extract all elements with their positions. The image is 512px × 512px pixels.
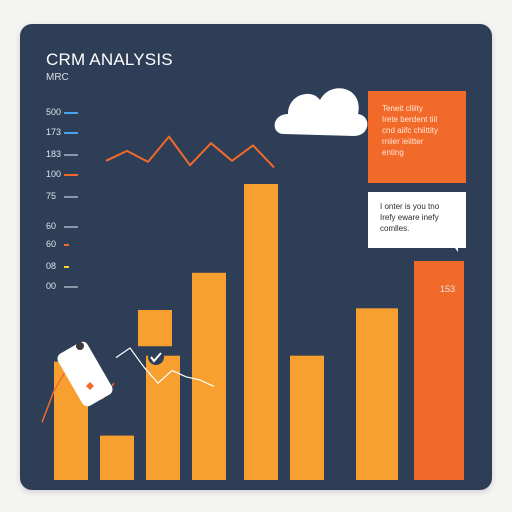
y-tick-marker bbox=[64, 226, 78, 228]
y-tick-label: 60 bbox=[46, 221, 56, 231]
y-tick-marker bbox=[64, 244, 69, 246]
cloud-icon bbox=[274, 88, 368, 136]
y-tick-marker bbox=[64, 112, 78, 114]
y-tick-marker bbox=[64, 132, 78, 134]
bars bbox=[54, 184, 464, 480]
bar bbox=[290, 355, 324, 480]
white-note: I onter is you tno Irefy eware inefy com… bbox=[368, 192, 466, 248]
y-tick-marker bbox=[64, 174, 78, 176]
chart-title: CRM ANALYSIS bbox=[46, 50, 173, 69]
bar-value-label: 153 bbox=[440, 284, 455, 294]
y-tick-label: 500 bbox=[46, 107, 61, 117]
y-axis-ticks: 500 173 183 100 75 60 60 08 00 bbox=[46, 107, 78, 291]
bar bbox=[146, 355, 180, 480]
bar bbox=[414, 260, 464, 480]
bar-chart: 500 173 183 100 75 60 60 08 00 153 bbox=[41, 88, 464, 480]
y-tick-label: 08 bbox=[46, 261, 56, 271]
y-tick-label: 100 bbox=[46, 169, 61, 179]
orange-note: Teneit cliiity Irete berdent tiil cnd ai… bbox=[368, 91, 466, 183]
top-trend-line bbox=[105, 135, 275, 169]
top-trend-series bbox=[105, 135, 275, 169]
y-tick-label: 60 bbox=[46, 239, 56, 249]
check-badge-icon bbox=[148, 349, 164, 365]
y-tick-label: 183 bbox=[46, 149, 61, 159]
y-tick-label: 75 bbox=[46, 191, 56, 201]
bar bbox=[356, 308, 398, 480]
crm-analysis-card: CRM ANALYSIS MRC 500 173 183 100 75 60 60 08 00 … bbox=[20, 24, 492, 490]
y-tick-marker bbox=[64, 196, 78, 198]
white-note-tail bbox=[452, 244, 458, 252]
chart-subtitle: MRC bbox=[46, 72, 69, 83]
bar bbox=[192, 272, 226, 480]
y-tick-marker bbox=[64, 286, 78, 288]
overlay-bar bbox=[138, 310, 172, 347]
bar bbox=[100, 435, 134, 480]
y-tick-label: 00 bbox=[46, 281, 56, 291]
y-tick-marker bbox=[64, 266, 69, 268]
bar bbox=[244, 184, 278, 480]
y-tick-marker bbox=[64, 154, 78, 156]
phone-icon bbox=[57, 341, 113, 407]
white-trend-line bbox=[115, 347, 215, 387]
white-trend-series bbox=[115, 347, 215, 387]
y-tick-label: 173 bbox=[46, 127, 61, 137]
